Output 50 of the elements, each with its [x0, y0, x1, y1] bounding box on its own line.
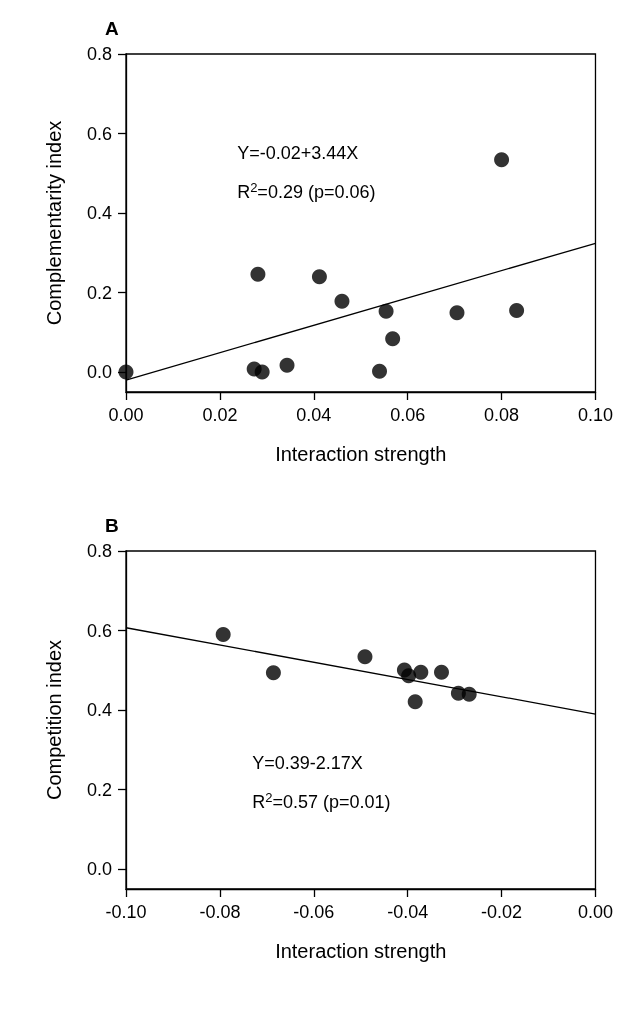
y-tick-label: 0.2 [86, 779, 112, 800]
x-tick-label: 0.02 [202, 405, 238, 425]
point [434, 664, 449, 680]
x-axis-title: Interaction strength [275, 940, 447, 962]
point [413, 664, 429, 680]
point [494, 152, 510, 168]
point [509, 302, 525, 318]
y-tick-label: 0.0 [86, 362, 112, 383]
y-tick-label: 0.8 [86, 541, 112, 561]
y-tick-label: 0.8 [86, 44, 112, 64]
point [461, 686, 477, 702]
x-tick-label: 0.00 [577, 902, 614, 922]
point [265, 665, 281, 681]
y-tick-label: 0.6 [86, 123, 112, 144]
x-tick-label: 0.06 [390, 405, 426, 425]
point [215, 627, 231, 642]
y-tick-label: 0.0 [86, 859, 112, 880]
point [250, 266, 266, 282]
point [407, 694, 423, 710]
point [401, 668, 417, 684]
point [279, 357, 295, 373]
point [378, 303, 394, 319]
y-axis-title: Complementarity index [43, 120, 65, 326]
point [357, 649, 373, 665]
point [118, 364, 134, 380]
chart-title: A [105, 18, 119, 39]
x-tick-label: 0.08 [484, 405, 520, 425]
x-axis-title: Interaction strength [275, 443, 447, 465]
point [449, 305, 465, 321]
point [311, 269, 327, 285]
x-tick-label: 0.04 [296, 405, 332, 425]
annotation: Y=0.39-2.17X [252, 752, 363, 773]
y-tick-label: 0.4 [86, 700, 112, 721]
y-axis-title: Competition index [43, 639, 65, 801]
point [334, 293, 350, 309]
x-tick-label: -0.04 [387, 902, 429, 922]
x-tick-label: 0.10 [577, 405, 614, 425]
y-tick-label: 0.4 [86, 203, 112, 224]
point [385, 331, 401, 347]
x-tick-label: 0.00 [108, 405, 144, 425]
y-tick-label: 0.6 [86, 620, 112, 641]
x-tick-label: -0.08 [199, 902, 241, 922]
x-tick-label: -0.10 [105, 902, 147, 922]
annotation: Y=-0.02+3.44X [237, 142, 359, 163]
point [254, 364, 270, 380]
chart-title: B [105, 515, 119, 536]
point [372, 363, 388, 379]
y-tick-label: 0.2 [86, 282, 112, 303]
x-tick-label: -0.02 [481, 902, 523, 922]
x-tick-label: -0.06 [293, 902, 335, 922]
